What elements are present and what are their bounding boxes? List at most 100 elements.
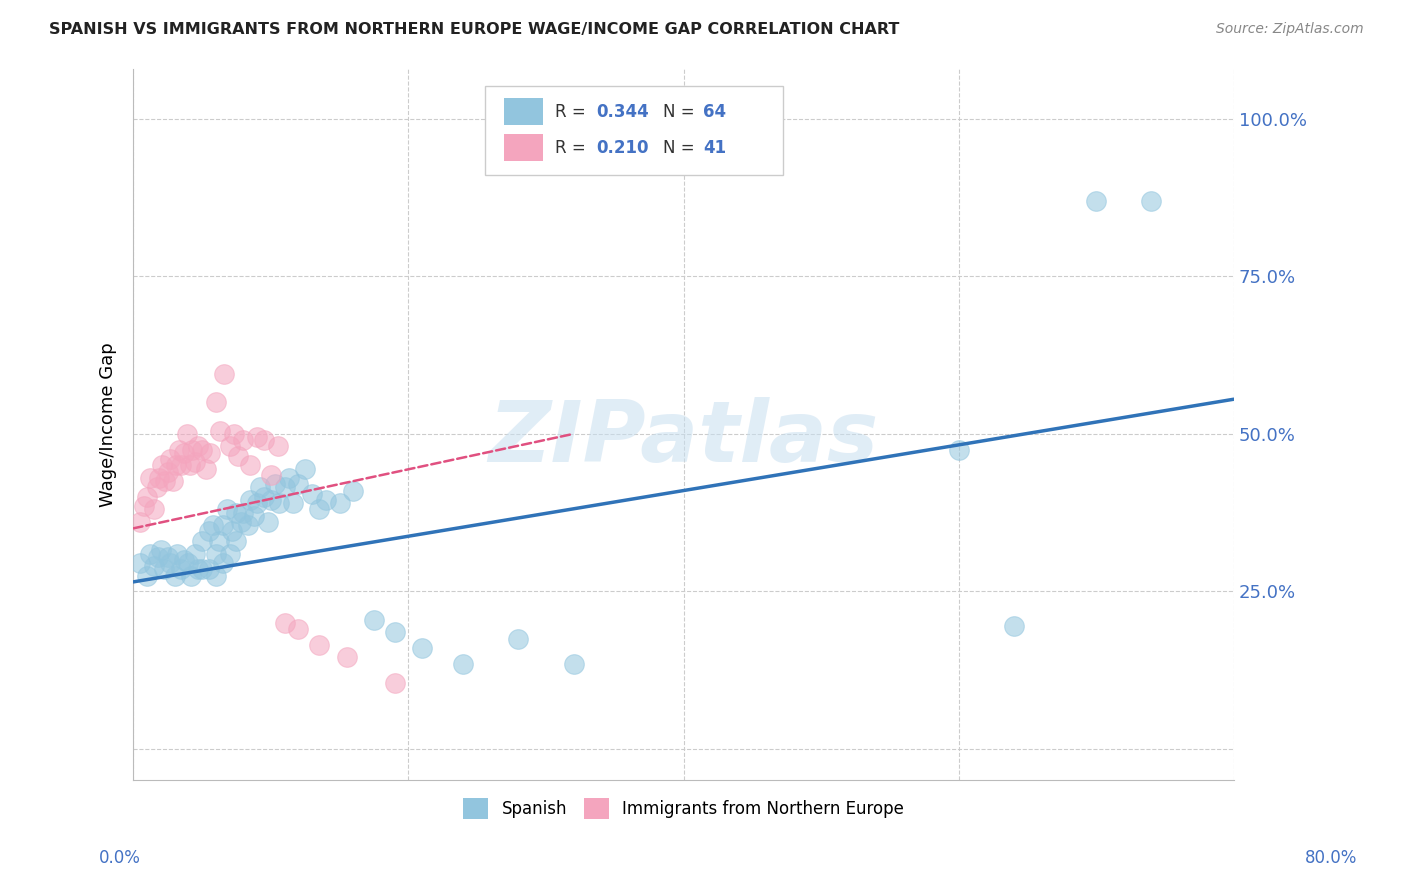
Text: 0.344: 0.344 — [596, 103, 650, 121]
Point — [148, 471, 170, 485]
Point — [156, 465, 179, 479]
Point — [212, 367, 235, 381]
Point — [246, 496, 269, 510]
Text: N =: N = — [662, 103, 700, 121]
Point — [411, 640, 433, 655]
Point — [180, 568, 202, 582]
Point — [179, 458, 201, 473]
Text: 64: 64 — [703, 103, 727, 121]
Point — [163, 568, 186, 582]
Point — [222, 426, 245, 441]
Point — [159, 556, 181, 570]
Point — [129, 556, 152, 570]
Point — [136, 568, 159, 582]
Point — [253, 433, 276, 447]
Y-axis label: Wage/Income Gap: Wage/Income Gap — [100, 342, 117, 507]
Point — [287, 622, 309, 636]
Point — [277, 471, 299, 485]
Point — [329, 496, 352, 510]
Bar — [505, 134, 543, 161]
Point — [205, 547, 228, 561]
Text: 0.210: 0.210 — [596, 138, 650, 156]
Point — [156, 549, 179, 564]
Point — [232, 506, 254, 520]
Point — [308, 638, 330, 652]
Point — [273, 480, 295, 494]
Text: 41: 41 — [703, 138, 727, 156]
Point — [143, 559, 166, 574]
Point — [165, 458, 187, 473]
Point — [264, 477, 287, 491]
Point — [253, 490, 276, 504]
Point — [173, 553, 195, 567]
Point — [152, 562, 174, 576]
Point — [166, 547, 188, 561]
Point — [170, 562, 193, 576]
Point — [153, 474, 176, 488]
Point — [149, 543, 172, 558]
Point — [363, 613, 385, 627]
Text: N =: N = — [662, 138, 700, 156]
Point — [134, 500, 156, 514]
Point — [221, 524, 243, 539]
Point — [187, 562, 209, 576]
Point — [273, 615, 295, 630]
Text: 80.0%: 80.0% — [1305, 849, 1357, 867]
Point — [177, 556, 200, 570]
Point — [225, 506, 247, 520]
Point — [205, 395, 228, 409]
Point — [162, 474, 184, 488]
Point — [269, 496, 291, 510]
Point — [236, 518, 259, 533]
Point — [170, 458, 193, 473]
Point — [187, 440, 209, 454]
Point — [198, 524, 221, 539]
Point — [301, 486, 323, 500]
Point — [198, 562, 221, 576]
Point — [211, 518, 233, 533]
Point — [191, 562, 214, 576]
Text: SPANISH VS IMMIGRANTS FROM NORTHERN EUROPE WAGE/INCOME GAP CORRELATION CHART: SPANISH VS IMMIGRANTS FROM NORTHERN EURO… — [49, 22, 900, 37]
Point — [508, 632, 530, 646]
Point — [239, 493, 262, 508]
Point — [225, 533, 247, 548]
Point — [215, 502, 238, 516]
Point — [176, 426, 198, 441]
Text: R =: R = — [555, 138, 591, 156]
Point — [167, 442, 190, 457]
Point — [1140, 194, 1163, 208]
Point — [294, 461, 316, 475]
Point — [136, 490, 159, 504]
Point — [205, 568, 228, 582]
Point — [246, 430, 269, 444]
Point — [191, 442, 214, 457]
Point — [1002, 619, 1025, 633]
Point — [146, 549, 169, 564]
Point — [145, 480, 167, 494]
Point — [208, 424, 231, 438]
Text: Source: ZipAtlas.com: Source: ZipAtlas.com — [1216, 22, 1364, 37]
Point — [562, 657, 585, 671]
Point — [184, 455, 207, 469]
Point — [287, 477, 309, 491]
Point — [1085, 194, 1108, 208]
Point — [129, 515, 152, 529]
Point — [239, 458, 262, 473]
Point — [218, 440, 240, 454]
Point — [948, 442, 970, 457]
Text: R =: R = — [555, 103, 591, 121]
Point — [342, 483, 364, 498]
Point — [191, 533, 214, 548]
Point — [207, 533, 229, 548]
Point — [159, 452, 181, 467]
Point — [218, 547, 240, 561]
Point — [308, 502, 330, 516]
Point — [143, 502, 166, 516]
Point — [267, 440, 290, 454]
Point — [335, 650, 357, 665]
Point — [226, 449, 249, 463]
FancyBboxPatch shape — [485, 87, 783, 176]
Point — [281, 496, 304, 510]
Point — [384, 625, 406, 640]
Point — [315, 493, 337, 508]
